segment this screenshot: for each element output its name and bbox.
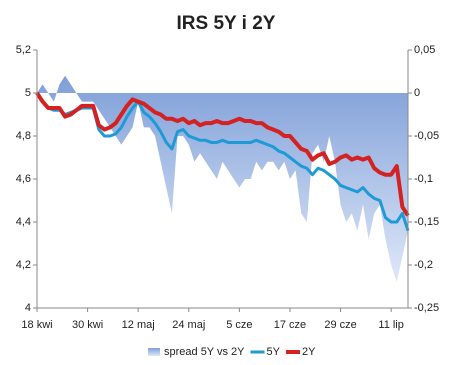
chart-title: IRS 5Y i 2Y [177, 13, 276, 34]
legend-label: 5Y [267, 346, 281, 358]
y2-tick-label: 0,05 [414, 44, 435, 56]
y-tick-label: 4,4 [16, 216, 31, 228]
x-tick-label: 11 lip [378, 319, 403, 331]
x-tick-label: 24 maj [172, 319, 205, 331]
legend-swatch [148, 348, 160, 356]
x-tick-label: 18 kwi [21, 319, 52, 331]
y2-tick-label: -0,25 [414, 302, 439, 314]
y2-tick-label: 0 [414, 87, 420, 99]
y-tick-label: 4 [25, 302, 31, 314]
y-tick-label: 4,2 [16, 259, 31, 271]
x-tick-label: 29 cze [324, 319, 356, 331]
legend-label: 2Y [302, 346, 316, 358]
x-tick-label: 17 cze [274, 319, 306, 331]
y2-tick-label: -0,2 [414, 259, 433, 271]
series-line [35, 91, 410, 217]
y2-tick-label: -0,05 [414, 130, 439, 142]
y2-tick-label: -0,1 [414, 173, 433, 185]
y-tick-label: 4,6 [16, 173, 31, 185]
series-line [35, 92, 410, 232]
x-tick-label: 5 cze [226, 319, 252, 331]
y-tick-label: 5 [25, 87, 31, 99]
x-tick-label: 30 kwi [72, 319, 103, 331]
y-tick-label: 5,2 [16, 44, 31, 56]
y2-tick-label: -0,15 [414, 216, 439, 228]
spread-area [37, 75, 408, 283]
legend-label: spread 5Y vs 2Y [164, 346, 245, 358]
y-tick-label: 4,8 [16, 130, 31, 142]
x-tick-label: 12 maj [122, 319, 155, 331]
